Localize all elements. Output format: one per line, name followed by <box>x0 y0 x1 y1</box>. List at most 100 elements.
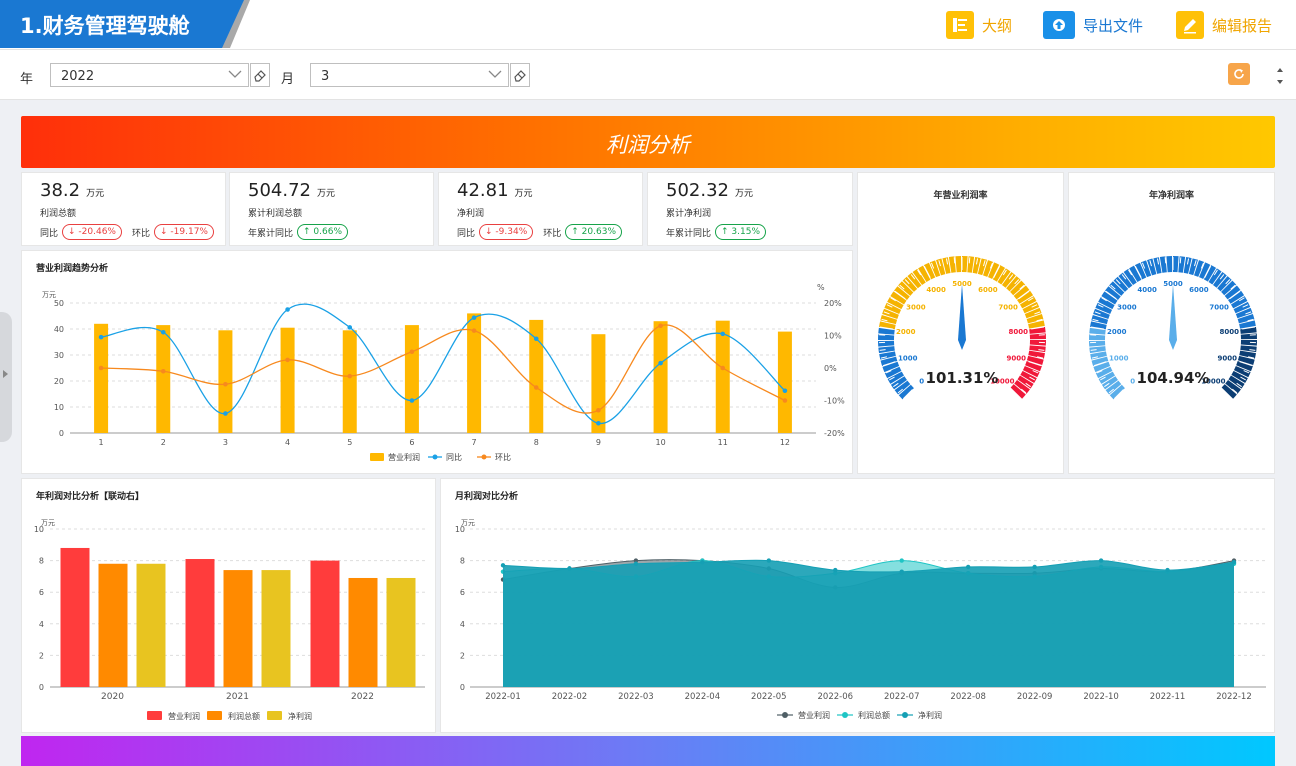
point-净利润-2022-09 <box>1032 565 1036 569</box>
bar-利润总额-2020 <box>99 564 128 687</box>
refresh-button[interactable] <box>1228 63 1250 85</box>
gauge-tick-label: 2000 <box>1107 328 1127 336</box>
y-tick-label: 8 <box>460 557 465 566</box>
legend-swatch-dot <box>433 455 438 460</box>
area-净利润 <box>503 560 1234 687</box>
edit-report-button[interactable]: 编辑报告 <box>1176 10 1272 40</box>
export-label: 导出文件 <box>1083 15 1143 36</box>
y-tick-label: 10 <box>455 525 465 534</box>
month-clear-button[interactable] <box>510 63 530 87</box>
filter-bar: 年 2022 月 3 <box>0 50 1296 100</box>
point-净利润-2022-11 <box>1165 568 1169 572</box>
legend-swatch <box>207 711 222 720</box>
point-净利润-2022-01 <box>501 563 505 567</box>
point-环比-7 <box>472 328 477 333</box>
gauge-tick-label: 1000 <box>1109 355 1129 363</box>
gauge-tick-label: 6000 <box>1189 286 1209 294</box>
gauge-segment <box>1241 333 1257 339</box>
gauge-tick-label: 0 <box>919 377 924 385</box>
point-净利润-2022-12 <box>1232 560 1236 564</box>
y-tick-label: 10 <box>34 525 44 534</box>
x-tick-label: 2 <box>161 438 166 447</box>
y-axis-unit: 万元 <box>42 291 56 299</box>
legend-label: 净利润 <box>918 710 942 720</box>
gauge-tick <box>969 257 970 263</box>
gauge-tick-label: 9000 <box>1006 355 1026 363</box>
month-value: 3 <box>321 69 329 84</box>
point-同比-1 <box>99 335 104 340</box>
x-tick-label: 7 <box>472 438 477 447</box>
series-line-环比 <box>101 325 785 413</box>
x-tick-label: 11 <box>718 438 728 447</box>
gauge-segment <box>1030 333 1046 339</box>
x-tick-label: 2021 <box>226 692 249 702</box>
gauge-tick-label: 8000 <box>1009 328 1029 336</box>
outline-icon <box>946 11 974 39</box>
eraser-icon <box>513 68 527 82</box>
point-环比-6 <box>410 349 415 354</box>
gauge-value: 101.31% <box>926 369 999 387</box>
kpi-value: 502.32 <box>666 180 729 201</box>
y-tick-label: 40 <box>54 325 64 334</box>
year-select[interactable]: 2022 <box>50 63 249 87</box>
gauge-tick-label: 4000 <box>926 286 946 294</box>
edit-icon <box>1176 11 1204 39</box>
kpi-mom-badge: ↑ 20.63% <box>565 224 622 240</box>
gauge-segment <box>1166 256 1172 272</box>
legend-swatch-dot <box>782 712 788 718</box>
gauge-tick-label: 7000 <box>998 303 1018 311</box>
point-环比-12 <box>783 398 788 403</box>
x-tick-label: 2022-04 <box>685 692 721 702</box>
point-净利润-2022-06 <box>833 568 837 572</box>
year-clear-button[interactable] <box>250 63 270 87</box>
gauge-tick-label: 3000 <box>906 303 926 311</box>
bar-2 <box>156 325 170 433</box>
x-tick-label: 10 <box>655 438 665 447</box>
y2-tick-label: -10% <box>824 397 845 406</box>
outline-button[interactable]: 大纲 <box>946 10 1012 40</box>
side-panel-toggle[interactable] <box>0 312 12 442</box>
x-tick-label: 2022-10 <box>1083 692 1119 702</box>
kpi-unit: 万元 <box>317 189 335 199</box>
kpi-compare-label: 年累计同比 <box>666 226 711 239</box>
scroll-arrows-icon[interactable] <box>1275 66 1285 86</box>
y2-tick-label: 10% <box>824 332 842 341</box>
gauge-tick-label: 0 <box>1130 377 1135 385</box>
y-tick-label: 30 <box>54 351 64 360</box>
x-tick-label: 9 <box>596 438 601 447</box>
gauge-needle <box>958 284 966 350</box>
gauge-segment <box>962 256 968 272</box>
x-tick-label: 2022-08 <box>950 692 986 702</box>
gauge-tick-label: 2000 <box>896 328 916 336</box>
gauge-card-operating-margin: 年营业利润率 010002000300040005000600070008000… <box>857 172 1064 474</box>
kpi-yoy-badge: ↓ -20.46% <box>62 224 122 240</box>
point-净利润-2022-05 <box>767 558 771 562</box>
chevron-down-icon <box>228 69 242 79</box>
gauge-segment <box>878 341 894 347</box>
next-section-banner <box>21 736 1275 766</box>
gauge-tick <box>1165 257 1166 263</box>
legend-label: 环比 <box>495 452 511 462</box>
legend-label: 净利润 <box>288 711 312 721</box>
y2-axis-unit: % <box>817 283 825 292</box>
x-tick-label: 3 <box>223 438 228 447</box>
point-环比-9 <box>596 408 601 413</box>
x-tick-label: 4 <box>285 438 290 447</box>
kpi-compare-label: 同比 <box>457 226 475 239</box>
y-tick-label: 20 <box>54 377 64 386</box>
kpi-name: 净利润 <box>457 206 484 219</box>
y-tick-label: 4 <box>460 620 465 629</box>
gauge-tick-label: 6000 <box>978 286 998 294</box>
gauge-tick-label: 1000 <box>898 355 918 363</box>
month-label: 月 <box>281 68 294 87</box>
export-button[interactable]: 导出文件 <box>1043 10 1143 40</box>
x-tick-label: 1 <box>99 438 104 447</box>
month-select[interactable]: 3 <box>310 63 509 87</box>
point-净利润-2022-10 <box>1099 558 1103 562</box>
legend-label: 利润总额 <box>228 711 260 721</box>
